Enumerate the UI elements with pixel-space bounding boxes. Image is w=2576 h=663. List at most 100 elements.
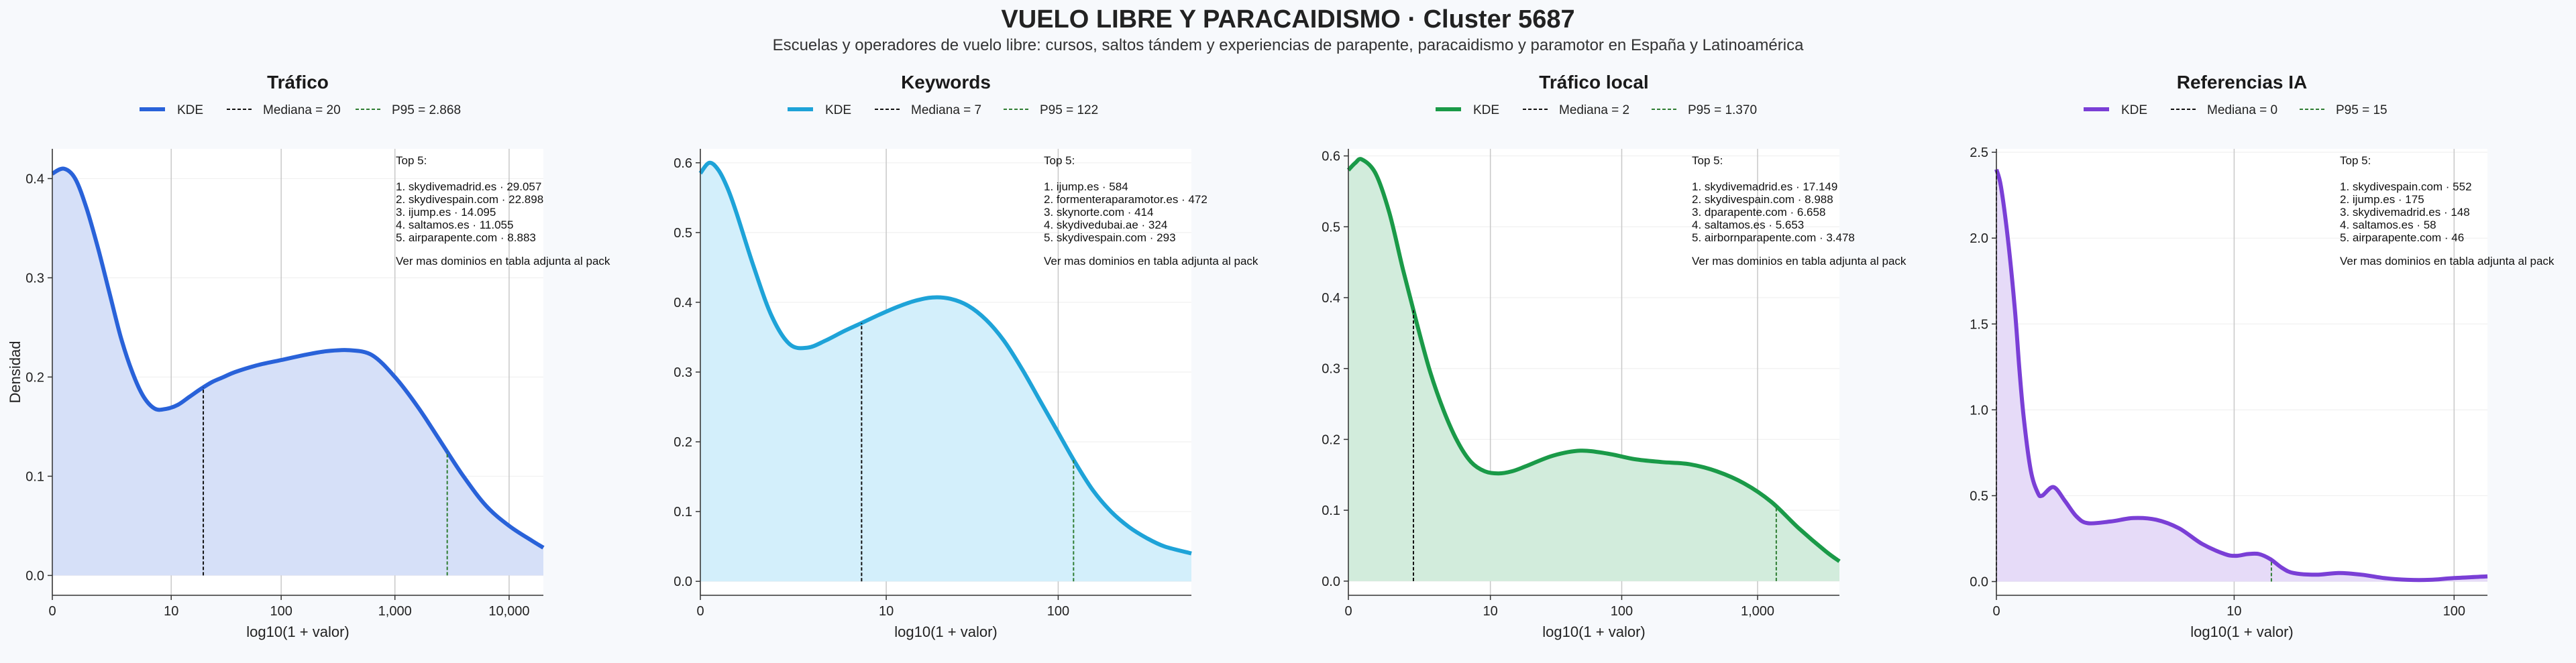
x-tick-label: 0	[48, 604, 56, 619]
x-tick-label: 10	[879, 604, 894, 619]
top5-item: 4. saltamos.es · 11.055	[396, 219, 513, 231]
x-axis-label: log10(1 + valor)	[246, 623, 349, 640]
y-tick-label: 0.6	[674, 156, 692, 171]
legend-label-median: Mediana = 7	[911, 103, 981, 117]
panel-title: Referencias IA	[2177, 72, 2308, 93]
top5-item: 1. ijump.es · 584	[1044, 180, 1128, 193]
top5-item: 1. skydivemadrid.es · 29.057	[396, 180, 541, 193]
x-tick-label: 100	[1611, 604, 1633, 619]
top5-item: 3. dparapente.com · 6.658	[1692, 206, 1825, 219]
panel-title: Tráfico	[267, 72, 329, 93]
top5-heading: Top 5:	[1692, 154, 1723, 167]
legend-label-median: Mediana = 20	[263, 103, 341, 117]
legend-label-p95: P95 = 2.868	[392, 103, 461, 117]
top5-note: Ver mas dominios en tabla adjunta al pac…	[396, 255, 610, 267]
panel-title: Keywords	[901, 72, 991, 93]
legend-label-kde: KDE	[1473, 103, 1499, 117]
top5-item: 2. skydivespain.com · 22.898	[396, 193, 543, 206]
y-tick-label: 0.4	[1322, 291, 1340, 306]
top5-item: 3. skynorte.com · 414	[1044, 206, 1153, 219]
y-tick-label: 0.1	[674, 505, 692, 520]
top5-item: 3. ijump.es · 14.095	[396, 206, 496, 219]
x-tick-label: 100	[1047, 604, 1069, 619]
x-axis-label: log10(1 + valor)	[1542, 623, 1645, 640]
legend: KDE Mediana = 0 P95 = 15	[2084, 103, 2387, 117]
y-tick-label: 1.5	[1970, 317, 1988, 332]
x-tick-label: 100	[270, 604, 292, 619]
legend-label-kde: KDE	[825, 103, 851, 117]
x-axis-label: log10(1 + valor)	[2190, 623, 2293, 640]
top5-item: 4. skydivedubai.ae · 324	[1044, 219, 1167, 231]
chart-panel: Tráfico KDE Mediana = 20 P95 = 2.868 0 10 100 1…	[7, 72, 610, 640]
y-axis-label: Densidad	[7, 341, 23, 404]
y-tick-label: 0.1	[1322, 503, 1340, 518]
y-tick-label: 0.4	[674, 296, 692, 310]
top5-item: 1. skydivespain.com · 552	[2340, 180, 2472, 193]
chart-panel: Keywords KDE Mediana = 7 P95 = 122 0 10 100 0.0…	[674, 72, 1258, 640]
x-axis-label: log10(1 + valor)	[894, 623, 997, 640]
x-tick-label: 10	[1483, 604, 1498, 619]
panel-title: Tráfico local	[1539, 72, 1648, 93]
legend: KDE Mediana = 20 P95 = 2.868	[140, 103, 461, 117]
top5-item: 5. airparapente.com · 46	[2340, 231, 2464, 244]
y-tick-label: 0.4	[25, 172, 44, 186]
legend-label-p95: P95 = 122	[1040, 103, 1098, 117]
top5-note: Ver mas dominios en tabla adjunta al pac…	[1692, 255, 1907, 267]
y-tick-label: 0.5	[1322, 220, 1340, 235]
x-tick-label: 1,000	[1741, 604, 1774, 619]
top5-item: 2. ijump.es · 175	[2340, 193, 2424, 206]
y-tick-label: 0.1	[25, 469, 44, 484]
y-tick-label: 0.6	[1322, 149, 1340, 164]
legend: KDE Mediana = 7 P95 = 122	[788, 103, 1098, 117]
legend-label-median: Mediana = 2	[1559, 103, 1629, 117]
y-tick-label: 0.3	[25, 271, 44, 286]
legend-label-kde: KDE	[177, 103, 203, 117]
y-tick-label: 0.2	[25, 370, 44, 385]
x-tick-label: 0	[1344, 604, 1352, 619]
y-tick-label: 0.2	[674, 435, 692, 450]
y-tick-label: 0.5	[674, 226, 692, 241]
x-tick-label: 10	[2226, 604, 2241, 619]
figure-subtitle: Escuelas y operadores de vuelo libre: cu…	[772, 36, 1804, 54]
legend-label-kde: KDE	[2121, 103, 2147, 117]
chart-panel: Referencias IA KDE Mediana = 0 P95 = 15 0 10 1…	[1970, 72, 2555, 640]
kde-area	[700, 162, 1191, 582]
y-tick-label: 0.3	[674, 365, 692, 380]
y-tick-label: 0.3	[1322, 362, 1340, 377]
y-tick-label: 1.0	[1970, 403, 1988, 418]
top5-item: 5. airbornparapente.com · 3.478	[1692, 231, 1855, 244]
legend-label-p95: P95 = 15	[2336, 103, 2387, 117]
y-tick-label: 0.0	[674, 575, 692, 589]
top5-item: 1. skydivemadrid.es · 17.149	[1692, 180, 1837, 193]
x-tick-label: 0	[696, 604, 704, 619]
y-tick-label: 0.0	[25, 568, 44, 583]
top5-item: 5. skydivespain.com · 293	[1044, 231, 1176, 244]
legend-label-p95: P95 = 1.370	[1688, 103, 1757, 117]
figure-title: VUELO LIBRE Y PARACAIDISMO · Cluster 568…	[1001, 5, 1575, 34]
y-tick-label: 0.0	[1322, 575, 1340, 589]
top5-item: 4. saltamos.es · 58	[2340, 219, 2436, 231]
kde-area	[1996, 169, 2487, 582]
kde-line	[698, 160, 1192, 556]
legend: KDE Mediana = 2 P95 = 1.370	[1436, 103, 1757, 117]
kde-area	[1348, 159, 1839, 581]
top5-note: Ver mas dominios en tabla adjunta al pac…	[2340, 255, 2555, 267]
top5-item: 3. skydivemadrid.es · 148	[2340, 206, 2470, 219]
top5-item: 4. saltamos.es · 5.653	[1692, 219, 1804, 231]
top5-item: 2. formenteraparamotor.es · 472	[1044, 193, 1208, 206]
x-tick-label: 0	[1992, 604, 2000, 619]
x-tick-label: 10,000	[488, 604, 529, 619]
top5-item: 2. skydivespain.com · 8.988	[1692, 193, 1833, 206]
y-tick-label: 0.0	[1970, 575, 1988, 590]
kde-line	[1346, 157, 1841, 563]
x-tick-label: 1,000	[378, 604, 412, 619]
legend-label-median: Mediana = 0	[2207, 103, 2277, 117]
kde-line	[1994, 168, 2488, 583]
y-tick-label: 0.5	[1970, 489, 1988, 503]
top5-heading: Top 5:	[2340, 154, 2371, 167]
chart-panel: Tráfico local KDE Mediana = 2 P95 = 1.370 0 1…	[1322, 72, 1907, 640]
y-tick-label: 0.2	[1322, 432, 1340, 447]
x-tick-label: 100	[2443, 604, 2465, 619]
